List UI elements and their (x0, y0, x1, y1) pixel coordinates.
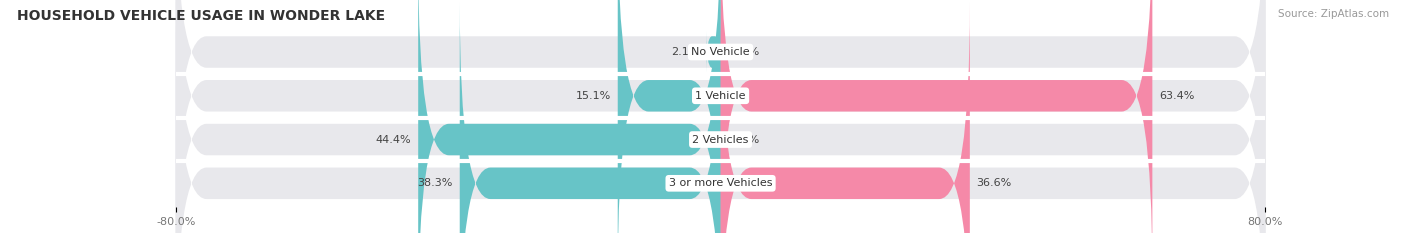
FancyBboxPatch shape (617, 0, 721, 233)
Text: 63.4%: 63.4% (1159, 91, 1195, 101)
Text: 0.0%: 0.0% (731, 134, 759, 144)
Text: 1 Vehicle: 1 Vehicle (696, 91, 745, 101)
Text: 2.1%: 2.1% (671, 47, 699, 57)
Text: 0.0%: 0.0% (731, 47, 759, 57)
FancyBboxPatch shape (418, 0, 721, 233)
FancyBboxPatch shape (176, 0, 1265, 233)
Text: HOUSEHOLD VEHICLE USAGE IN WONDER LAKE: HOUSEHOLD VEHICLE USAGE IN WONDER LAKE (17, 9, 385, 23)
FancyBboxPatch shape (176, 2, 1265, 233)
FancyBboxPatch shape (706, 31, 721, 73)
Text: 2 Vehicles: 2 Vehicles (692, 134, 749, 144)
Text: 3 or more Vehicles: 3 or more Vehicles (669, 178, 772, 188)
FancyBboxPatch shape (460, 2, 721, 233)
FancyBboxPatch shape (176, 0, 1265, 233)
Text: 38.3%: 38.3% (418, 178, 453, 188)
FancyBboxPatch shape (721, 2, 970, 233)
FancyBboxPatch shape (176, 0, 1265, 233)
Text: Source: ZipAtlas.com: Source: ZipAtlas.com (1278, 9, 1389, 19)
Text: No Vehicle: No Vehicle (692, 47, 749, 57)
Text: 36.6%: 36.6% (977, 178, 1012, 188)
FancyBboxPatch shape (721, 0, 1153, 233)
Text: 44.4%: 44.4% (375, 134, 412, 144)
Text: 15.1%: 15.1% (575, 91, 612, 101)
